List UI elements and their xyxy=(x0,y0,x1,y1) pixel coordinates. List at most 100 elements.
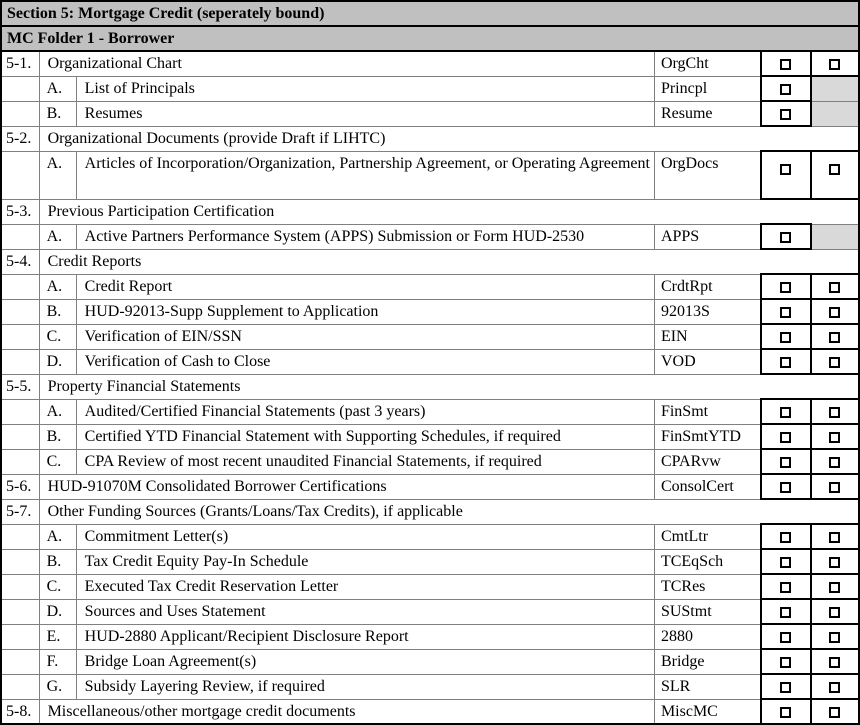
checkbox-icon[interactable] xyxy=(829,656,841,668)
checkbox-icon[interactable] xyxy=(829,606,841,618)
checkbox-cell[interactable] xyxy=(759,548,812,575)
checkbox-icon[interactable] xyxy=(829,281,841,293)
checkbox-cell[interactable] xyxy=(759,150,812,200)
checkbox-icon[interactable] xyxy=(780,58,792,70)
row-description-cell: Subsidy Layering Review, if required xyxy=(75,673,655,700)
checkbox-cell[interactable] xyxy=(759,623,812,650)
checkbox-cell[interactable] xyxy=(809,473,860,500)
checkbox-cell[interactable] xyxy=(809,423,860,450)
checkbox-icon[interactable] xyxy=(780,163,792,175)
checkbox-icon[interactable] xyxy=(780,83,792,95)
checkbox-cell[interactable] xyxy=(759,698,812,725)
checkbox-cell[interactable] xyxy=(809,398,860,425)
checkbox-icon[interactable] xyxy=(829,356,841,368)
checkbox-icon[interactable] xyxy=(829,631,841,643)
checkbox-cell[interactable] xyxy=(759,298,812,325)
checkbox-icon[interactable] xyxy=(780,681,792,693)
checkbox-cell[interactable] xyxy=(809,698,860,725)
item-row: B. Tax Credit Equity Pay-In Schedule TCEqS… xyxy=(0,548,860,575)
item-row: C. CPA Review of most recent unaudited Fi… xyxy=(0,448,860,475)
row-number-cell xyxy=(0,598,40,625)
checkbox-icon[interactable] xyxy=(829,331,841,343)
row-code-cell: CPARvw xyxy=(653,448,762,475)
checkbox-cell[interactable] xyxy=(759,50,812,77)
checkbox-cell[interactable] xyxy=(759,273,812,300)
checkbox-icon[interactable] xyxy=(829,58,841,70)
checkbox-cell[interactable] xyxy=(809,673,860,700)
checkbox-icon[interactable] xyxy=(780,606,792,618)
checkbox-cell[interactable] xyxy=(809,448,860,475)
checkbox-cell[interactable] xyxy=(759,473,812,500)
checkbox-cell[interactable] xyxy=(809,50,860,77)
checkbox-icon[interactable] xyxy=(780,406,792,418)
row-number-cell xyxy=(0,348,40,375)
checkbox-icon[interactable] xyxy=(780,706,792,718)
checkbox-cell[interactable] xyxy=(759,448,812,475)
row-number-cell xyxy=(0,523,40,550)
checkbox-icon[interactable] xyxy=(780,581,792,593)
checkbox-cell[interactable] xyxy=(759,573,812,600)
checkbox-icon[interactable] xyxy=(829,163,841,175)
checkbox-icon[interactable] xyxy=(780,531,792,543)
checkbox-icon[interactable] xyxy=(780,306,792,318)
checkbox-cell[interactable] xyxy=(759,323,812,350)
checkbox-icon[interactable] xyxy=(829,481,841,493)
checkbox-cell[interactable] xyxy=(809,598,860,625)
checkbox-cell[interactable] xyxy=(759,348,812,375)
checkbox-cell[interactable] xyxy=(759,648,812,675)
section-row: 5-4. Credit Reports xyxy=(0,248,860,275)
checkbox-cell[interactable] xyxy=(809,523,860,550)
checkbox-icon[interactable] xyxy=(780,356,792,368)
checkbox-icon[interactable] xyxy=(829,581,841,593)
row-code-cell: Princpl xyxy=(653,75,762,102)
checkbox-cell[interactable] xyxy=(759,75,812,102)
item-row: 5-1. Organizational Chart OrgCht xyxy=(0,50,860,77)
checkbox-cell[interactable] xyxy=(809,150,860,200)
checkbox-icon[interactable] xyxy=(780,556,792,568)
checkbox-cell[interactable] xyxy=(809,548,860,575)
checkbox-icon[interactable] xyxy=(829,681,841,693)
checkbox-cell[interactable] xyxy=(809,323,860,350)
item-row: A. Audited/Certified Financial Statements… xyxy=(0,398,860,425)
checkbox-cell[interactable] xyxy=(759,423,812,450)
checkbox-cell[interactable] xyxy=(759,223,812,250)
checkbox-icon[interactable] xyxy=(829,556,841,568)
checkbox-icon[interactable] xyxy=(780,481,792,493)
checkbox-icon[interactable] xyxy=(780,431,792,443)
item-row: B. Resumes Resume xyxy=(0,100,860,127)
checkbox-icon[interactable] xyxy=(780,456,792,468)
checkbox-cell[interactable] xyxy=(809,623,860,650)
checkbox-icon[interactable] xyxy=(780,631,792,643)
checkbox-cell[interactable] xyxy=(809,648,860,675)
row-code-cell: ConsolCert xyxy=(653,473,762,500)
item-row: F. Bridge Loan Agreement(s) Bridge xyxy=(0,648,860,675)
checkbox-icon[interactable] xyxy=(829,456,841,468)
checkbox-icon[interactable] xyxy=(829,406,841,418)
checkbox-icon[interactable] xyxy=(829,531,841,543)
checkbox-cell[interactable] xyxy=(809,298,860,325)
row-letter-cell: A. xyxy=(38,398,77,425)
checkbox-cell[interactable] xyxy=(759,598,812,625)
row-letter-cell: C. xyxy=(38,573,77,600)
row-letter-cell: A. xyxy=(38,273,77,300)
checkbox-icon[interactable] xyxy=(829,306,841,318)
checkbox-cell[interactable] xyxy=(759,673,812,700)
checkbox-icon[interactable] xyxy=(829,706,841,718)
checkbox-icon[interactable] xyxy=(780,331,792,343)
checkbox-cell[interactable] xyxy=(759,523,812,550)
row-description-cell: Certified YTD Financial Statement with S… xyxy=(75,423,655,450)
row-description-cell: Miscellaneous/other mortgage credit docu… xyxy=(38,698,655,725)
section-title-cell: Previous Participation Certification xyxy=(38,198,860,225)
checkbox-cell[interactable] xyxy=(759,398,812,425)
checkbox-cell[interactable] xyxy=(809,348,860,375)
checkbox-icon[interactable] xyxy=(780,656,792,668)
row-description-cell: List of Principals xyxy=(75,75,655,102)
checkbox-icon[interactable] xyxy=(780,281,792,293)
row-code-cell: Bridge xyxy=(653,648,762,675)
checkbox-icon[interactable] xyxy=(829,431,841,443)
checkbox-icon[interactable] xyxy=(780,108,792,120)
checkbox-cell[interactable] xyxy=(759,100,812,127)
checkbox-cell[interactable] xyxy=(809,273,860,300)
checkbox-cell[interactable] xyxy=(809,573,860,600)
checkbox-icon[interactable] xyxy=(780,231,792,243)
